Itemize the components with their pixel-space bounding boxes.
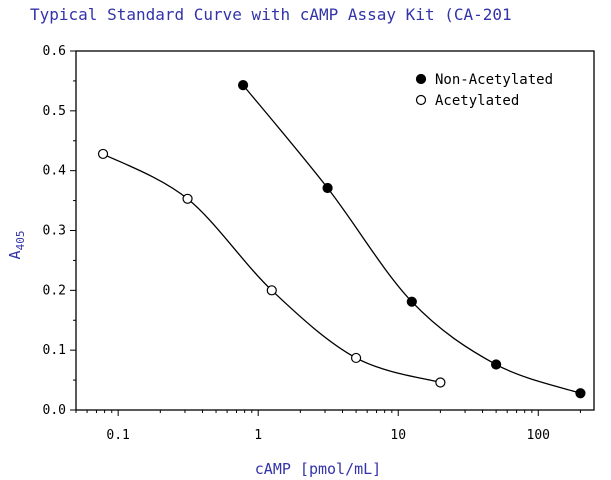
point-acetylated <box>266 285 277 296</box>
point-non-acetylated <box>322 182 333 194</box>
x-tick-label: 0.1 <box>106 428 129 443</box>
x-tick-label: 100 <box>527 428 550 443</box>
curve-acetylated <box>102 153 441 384</box>
point-acetylated <box>435 377 446 388</box>
chart-title: Typical Standard Curve with cAMP Assay K… <box>30 5 512 24</box>
x-tick-label: 10 <box>390 428 406 443</box>
y-axis-ticks: 0.0 0.1 0.2 0.3 0.4 0.5 0.6 <box>43 44 76 418</box>
point-non-acetylated <box>491 359 502 370</box>
x-axis-label: cAMP [pmol/mL] <box>255 460 381 478</box>
data-points <box>97 80 586 399</box>
point-non-acetylated <box>575 388 586 399</box>
y-axis-label: A405 <box>6 231 27 260</box>
y-tick-label: 0.5 <box>43 104 66 119</box>
y-tick-label: 0.2 <box>43 283 66 298</box>
legend: Non-Acetylated Acetylated <box>415 72 553 109</box>
x-axis-ticks: 0.1 1 10 100 <box>75 410 581 443</box>
point-non-acetylated <box>237 80 249 91</box>
y-tick-label: 0.0 <box>43 403 66 418</box>
legend-marker-acetylated <box>415 94 427 106</box>
y-axis-label-subscript: 405 <box>14 231 27 251</box>
x-tick-label: 1 <box>254 428 262 443</box>
y-tick-label: 0.4 <box>43 164 67 179</box>
legend-marker-non-acetylated <box>415 73 427 85</box>
legend-entry-acetylated: Acetylated <box>415 93 519 109</box>
y-tick-label: 0.6 <box>43 44 66 59</box>
legend-label-non-acetylated: Non-Acetylated <box>435 72 553 88</box>
point-acetylated <box>182 193 193 204</box>
point-acetylated <box>97 148 109 160</box>
point-acetylated <box>350 352 362 364</box>
point-non-acetylated <box>406 296 417 307</box>
fitted-curves <box>102 84 581 394</box>
y-tick-label: 0.3 <box>43 224 66 239</box>
legend-label-acetylated: Acetylated <box>435 93 519 109</box>
y-tick-label: 0.1 <box>43 343 66 358</box>
y-axis-label-main: A <box>6 250 24 259</box>
legend-entry-non-acetylated: Non-Acetylated <box>415 72 553 88</box>
curve-non-acetylated <box>242 84 581 394</box>
